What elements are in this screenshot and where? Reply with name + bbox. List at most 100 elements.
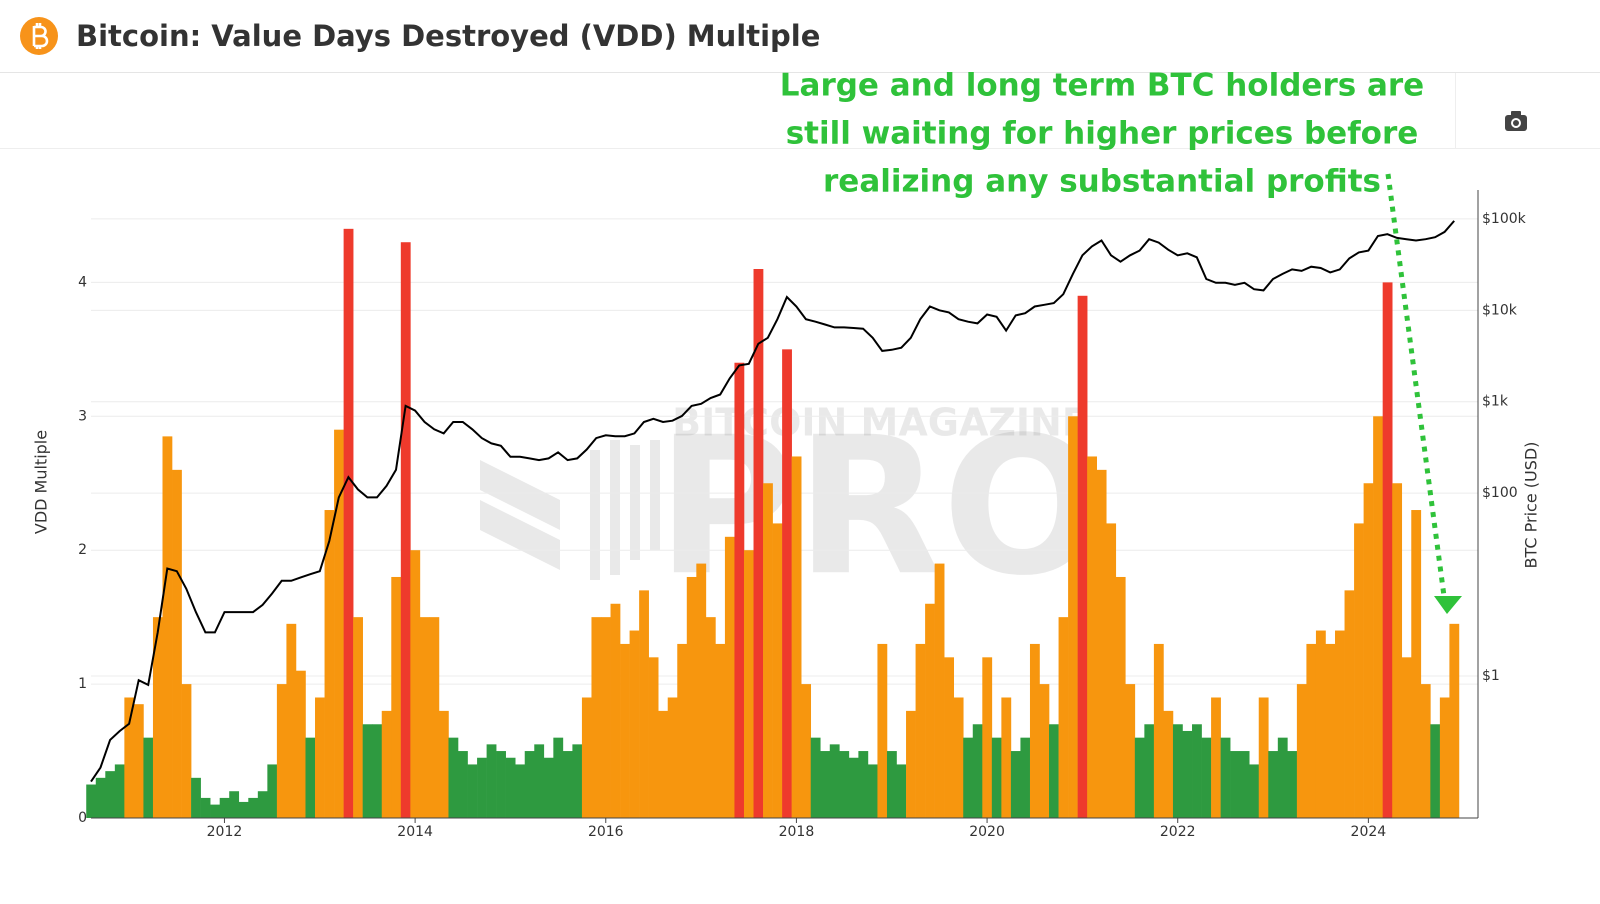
vdd-bar: [276, 684, 287, 818]
vdd-bar: [972, 724, 983, 818]
vdd-bar: [238, 801, 249, 818]
vdd-bar: [362, 724, 373, 818]
y2-tick-label: $10k: [1482, 302, 1518, 318]
vdd-bar: [229, 791, 240, 818]
vdd-bar: [1287, 751, 1298, 818]
vdd-bar: [429, 617, 440, 818]
vdd-bar: [295, 670, 306, 818]
vdd-bar: [581, 697, 592, 818]
x-tick-label: 2018: [779, 824, 815, 840]
vdd-bar: [724, 536, 735, 818]
vdd-bar: [400, 242, 411, 819]
vdd-bar: [1335, 630, 1345, 818]
vdd-bar: [925, 603, 935, 818]
vdd-bar: [1058, 617, 1069, 818]
x-tick-label: 2012: [207, 824, 243, 840]
vdd-bar: [248, 797, 259, 818]
vdd-bar: [86, 784, 97, 818]
vdd-bar: [705, 617, 716, 818]
vdd-bar: [105, 771, 116, 818]
vdd-bar: [410, 550, 421, 818]
vdd-bar: [772, 523, 783, 818]
vdd-bar: [1001, 697, 1012, 818]
vdd-bar: [906, 710, 916, 818]
vdd-bar: [353, 617, 363, 818]
vdd-bar: [829, 744, 840, 818]
vdd-bar: [505, 757, 516, 818]
vdd-bar: [1268, 751, 1279, 818]
vdd-bar: [315, 697, 325, 818]
vdd-bar: [963, 737, 974, 818]
vdd-bar: [734, 362, 745, 818]
vdd-bar: [486, 744, 497, 818]
vdd-bar: [915, 643, 926, 818]
vdd-bar: [1125, 684, 1136, 818]
vdd-bar: [896, 764, 907, 818]
vdd-bar: [982, 657, 993, 818]
vdd-bar: [1277, 737, 1288, 818]
vdd-bar: [496, 751, 506, 818]
vdd-bar: [1115, 576, 1126, 818]
vdd-bar: [1344, 590, 1355, 818]
vdd-bar: [715, 643, 726, 818]
vdd-bar: [1039, 684, 1050, 818]
vdd-bar: [305, 737, 316, 818]
y-tick-label: 4: [78, 274, 87, 290]
vdd-bar: [791, 456, 802, 818]
vdd-bar: [1363, 483, 1374, 818]
y2-tick-label: $100: [1482, 485, 1518, 501]
vdd-bar: [686, 576, 697, 818]
vdd-bar: [848, 757, 859, 818]
vdd-bar: [1049, 724, 1059, 818]
annotation-arrowhead: [1434, 596, 1462, 614]
y-tick-label: 0: [78, 810, 87, 826]
vdd-bar: [267, 764, 278, 818]
annotation: still waiting for higher prices before: [786, 116, 1419, 152]
vdd-bar: [867, 764, 878, 818]
x-tick-label: 2022: [1160, 824, 1196, 840]
vdd-bar: [610, 603, 621, 818]
vdd-bar: [1192, 724, 1202, 818]
vdd-bar: [743, 550, 754, 818]
vdd-bar: [181, 684, 192, 818]
vdd-bar: [1354, 523, 1364, 818]
vdd-bar: [524, 751, 535, 818]
vdd-bar: [286, 623, 297, 818]
annotation: Large and long term BTC holders are: [780, 68, 1424, 104]
vdd-bar: [200, 797, 211, 818]
camera-button[interactable]: [1505, 111, 1527, 131]
page-title: Bitcoin: Value Days Destroyed (VDD) Mult…: [76, 19, 820, 53]
vdd-bar: [1087, 456, 1097, 818]
vdd-bar: [1382, 282, 1393, 818]
x-tick-label: 2014: [397, 824, 433, 840]
vdd-bar: [886, 751, 897, 818]
x-tick-label: 2024: [1351, 824, 1387, 840]
vdd-bar: [477, 757, 487, 818]
vdd-bar: [381, 710, 392, 818]
vdd-bar: [1315, 630, 1326, 818]
vdd-bar: [801, 684, 812, 818]
x-tick-label: 2016: [588, 824, 624, 840]
vdd-bar: [600, 617, 611, 818]
vdd-bar: [1211, 697, 1221, 818]
vdd-bar: [953, 697, 964, 818]
vdd-bar: [1201, 737, 1212, 818]
vdd-bar: [1068, 416, 1078, 818]
vdd-bar: [667, 697, 678, 818]
vdd-bar: [944, 657, 955, 818]
vdd-bar: [219, 797, 230, 818]
vdd-bar: [1401, 657, 1412, 818]
vdd-bar: [1163, 710, 1174, 818]
annotation-arrow: [1385, 173, 1447, 597]
vdd-bar: [648, 657, 659, 818]
vdd-bar: [810, 737, 821, 818]
vdd-bar: [1430, 724, 1441, 818]
vdd-bar: [391, 576, 402, 818]
vdd-bar: [658, 710, 669, 818]
vdd-bar: [858, 751, 869, 818]
y-tick-label: 3: [78, 408, 87, 424]
vdd-bar: [562, 751, 573, 818]
vdd-bar: [1258, 697, 1269, 818]
